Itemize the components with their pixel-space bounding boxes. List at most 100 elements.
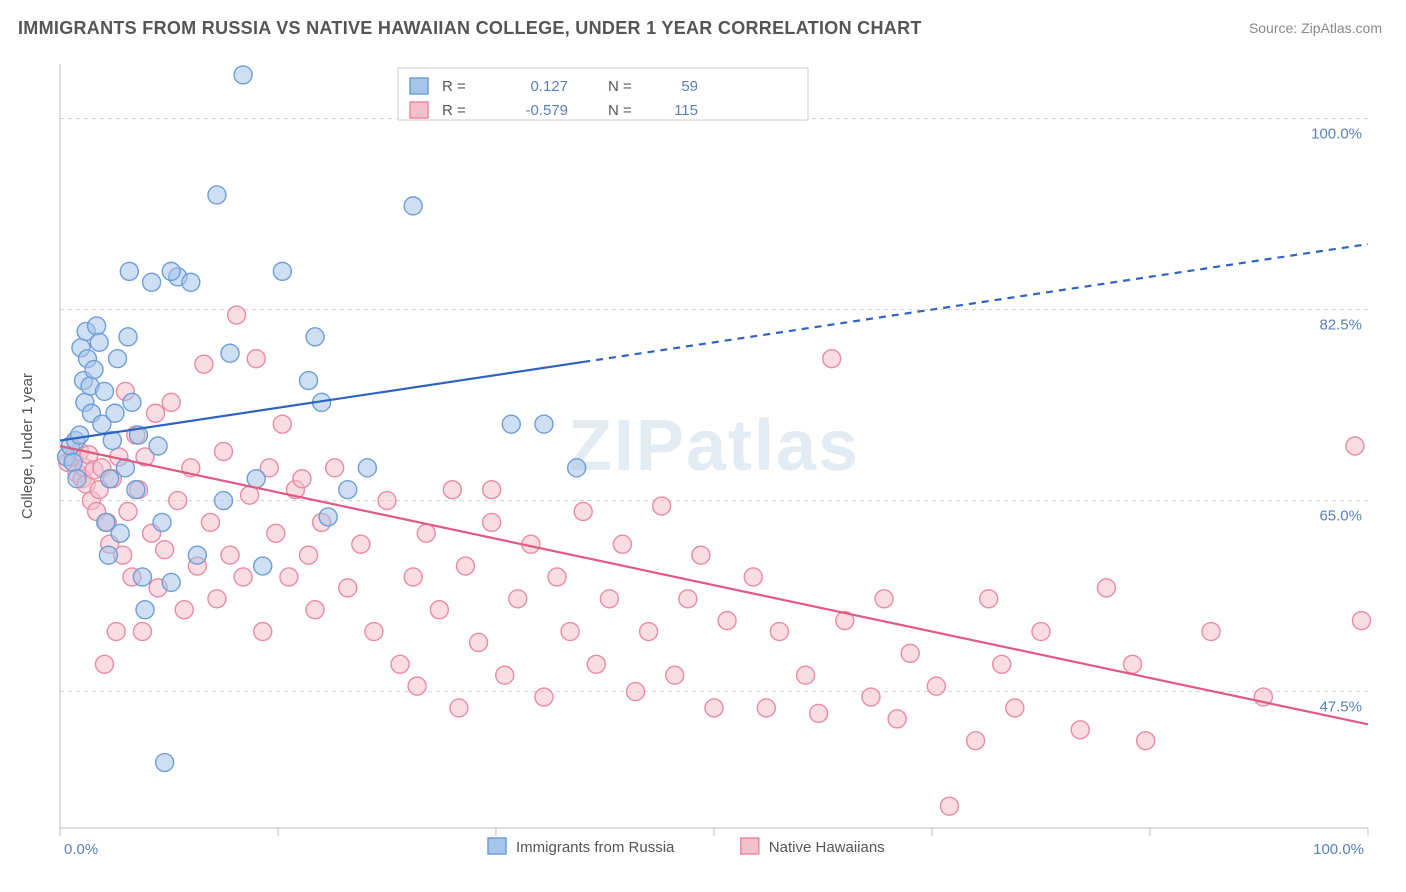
data-point [221, 546, 239, 564]
series-legend-label: Immigrants from Russia [516, 839, 675, 856]
data-point [95, 655, 113, 673]
data-point [300, 546, 318, 564]
data-point [378, 492, 396, 510]
data-point [120, 262, 138, 280]
data-point [234, 66, 252, 84]
data-point [980, 590, 998, 608]
data-point [153, 513, 171, 531]
data-point [705, 699, 723, 717]
data-point [90, 333, 108, 351]
data-point [267, 524, 285, 542]
data-point [653, 497, 671, 515]
data-point [358, 459, 376, 477]
data-point [162, 573, 180, 591]
data-point [162, 262, 180, 280]
data-point [101, 470, 119, 488]
legend-swatch [488, 838, 506, 854]
data-point [182, 273, 200, 291]
data-point [208, 186, 226, 204]
data-point [119, 502, 137, 520]
data-point [254, 557, 272, 575]
series-legend-label: Native Hawaiians [769, 839, 885, 856]
data-point [613, 535, 631, 553]
data-point [1097, 579, 1115, 597]
data-point [1137, 732, 1155, 750]
data-point [993, 655, 1011, 673]
data-point [107, 623, 125, 641]
data-point [443, 481, 461, 499]
source-link[interactable]: ZipAtlas.com [1301, 20, 1382, 36]
data-point [404, 197, 422, 215]
data-point [744, 568, 762, 586]
data-point [1202, 623, 1220, 641]
data-point [1346, 437, 1364, 455]
data-point [1124, 655, 1142, 673]
data-point [692, 546, 710, 564]
y-tick-label: 82.5% [1319, 317, 1362, 334]
data-point [127, 481, 145, 499]
data-point [221, 344, 239, 362]
data-point [352, 535, 370, 553]
chart-title: IMMIGRANTS FROM RUSSIA VS NATIVE HAWAIIA… [18, 18, 922, 39]
chart-container: 47.5%65.0%82.5%100.0%0.0%100.0%ZIPatlasC… [18, 56, 1382, 872]
y-tick-label: 100.0% [1311, 126, 1362, 143]
data-point [417, 524, 435, 542]
data-point [306, 328, 324, 346]
data-point [188, 546, 206, 564]
data-point [1006, 699, 1024, 717]
legend-n-label: N = [608, 102, 632, 119]
data-point [326, 459, 344, 477]
data-point [95, 382, 113, 400]
source-label: Source: [1249, 20, 1297, 36]
legend-n-value: 59 [681, 78, 698, 95]
data-point [888, 710, 906, 728]
data-point [119, 328, 137, 346]
legend-n-value: 115 [674, 102, 698, 119]
y-axis-label: College, Under 1 year [19, 373, 36, 519]
data-point [169, 492, 187, 510]
data-point [156, 754, 174, 772]
data-point [810, 704, 828, 722]
data-point [339, 579, 357, 597]
data-point [718, 612, 736, 630]
data-point [901, 644, 919, 662]
legend-n-label: N = [608, 78, 632, 95]
data-point [365, 623, 383, 641]
data-point [875, 590, 893, 608]
data-point [940, 797, 958, 815]
data-point [109, 350, 127, 368]
data-point [215, 492, 233, 510]
y-tick-label: 47.5% [1319, 699, 1362, 716]
data-point [133, 568, 151, 586]
data-point [215, 442, 233, 460]
data-point [208, 590, 226, 608]
trend-line [60, 446, 1368, 724]
data-point [1071, 721, 1089, 739]
data-point [68, 470, 86, 488]
data-point [627, 683, 645, 701]
data-point [156, 541, 174, 559]
data-point [306, 601, 324, 619]
scatter-chart: 47.5%65.0%82.5%100.0%0.0%100.0%ZIPatlasC… [18, 56, 1382, 872]
data-point [123, 393, 141, 411]
data-point [509, 590, 527, 608]
data-point [640, 623, 658, 641]
data-point [254, 623, 272, 641]
data-point [862, 688, 880, 706]
legend-r-label: R = [442, 102, 466, 119]
watermark: ZIPatlas [568, 406, 860, 486]
data-point [502, 415, 520, 433]
x-max-label: 100.0% [1313, 841, 1364, 858]
data-point [535, 415, 553, 433]
data-point [483, 513, 501, 531]
data-point [757, 699, 775, 717]
legend-swatch [410, 78, 428, 94]
data-point [430, 601, 448, 619]
data-point [280, 568, 298, 586]
data-point [404, 568, 422, 586]
y-tick-label: 65.0% [1319, 508, 1362, 525]
data-point [162, 393, 180, 411]
data-point [143, 273, 161, 291]
data-point [600, 590, 618, 608]
data-point [85, 361, 103, 379]
